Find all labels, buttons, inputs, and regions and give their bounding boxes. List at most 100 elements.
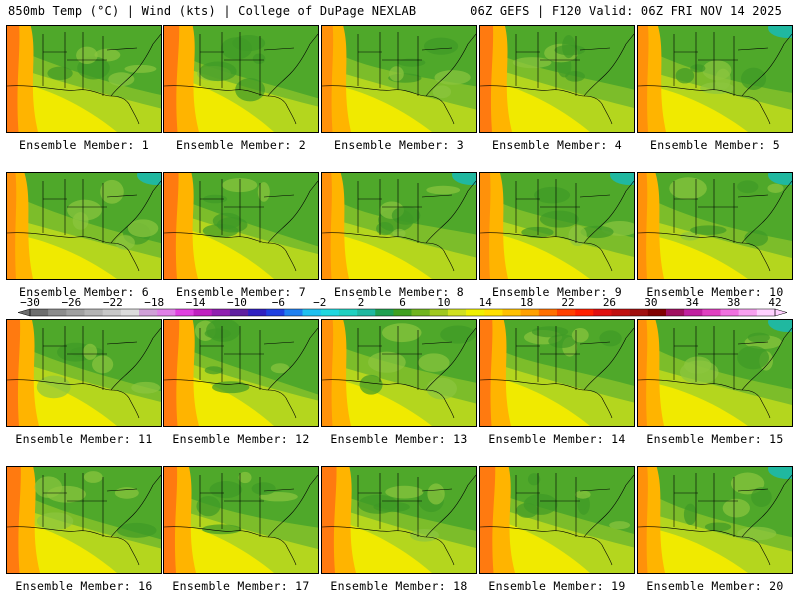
colorbar-swatch: [611, 309, 630, 316]
colorbar-tick-label: −6: [272, 296, 285, 309]
colorbar-swatch: [375, 309, 394, 316]
colorbar-swatch: [720, 309, 739, 316]
colorbar-swatch: [447, 309, 467, 316]
colorbar-swatch: [647, 309, 667, 316]
temperature-map: [637, 466, 793, 574]
colorbar-swatch: [629, 309, 649, 316]
colorbar-swatch: [193, 309, 213, 316]
temperature-map: [6, 466, 162, 574]
colorbar-swatch: [520, 309, 540, 316]
colorbar-swatch: [756, 309, 776, 316]
colorbar-tick-label: −30: [20, 296, 40, 309]
colorbar-swatch: [665, 309, 685, 316]
colorbar-swatch: [211, 309, 231, 316]
map-graphic: [164, 320, 318, 426]
colorbar-swatch: [30, 309, 49, 316]
temperature-map: [637, 25, 793, 133]
ensemble-member-label: Ensemble Member: 13: [330, 432, 468, 446]
colorbar-swatch: [120, 309, 140, 316]
temperature-map: [479, 466, 635, 574]
colorbar-tick-label: 30: [644, 296, 657, 309]
colorbar-min-arrow: [17, 308, 31, 317]
colorbar-tick-label: −14: [186, 296, 206, 309]
colorbar-swatch: [575, 309, 594, 316]
map-graphic: [7, 320, 161, 426]
ensemble-member-label: Ensemble Member: 20: [646, 579, 784, 593]
map-graphic: [164, 467, 318, 573]
colorbar-swatch: [502, 309, 521, 316]
ensemble-panel: Ensemble Member: 7: [163, 172, 319, 299]
map-graphic: [480, 467, 634, 573]
colorbar-swatch: [302, 309, 322, 316]
temperature-map: [321, 319, 477, 427]
ensemble-member-label: Ensemble Member: 3: [333, 138, 465, 152]
map-graphic: [480, 173, 634, 279]
temperature-map: [163, 172, 319, 280]
colorbar-swatch: [139, 309, 158, 316]
colorbar-swatch: [266, 309, 285, 316]
map-graphic: [7, 26, 161, 132]
map-graphic: [322, 26, 476, 132]
ensemble-member-label: Ensemble Member: 7: [175, 285, 307, 299]
temperature-map: [163, 25, 319, 133]
temperature-map: [479, 172, 635, 280]
temperature-map: [163, 466, 319, 574]
ensemble-member-label: Ensemble Member: 14: [488, 432, 626, 446]
colorbar-tick-label: 42: [768, 296, 781, 309]
colorbar-swatch: [175, 309, 194, 316]
ensemble-member-label: Ensemble Member: 18: [330, 579, 468, 593]
colorbar-tick-label: 38: [727, 296, 740, 309]
ensemble-panel: Ensemble Member: 17: [163, 466, 319, 593]
colorbar-swatch: [48, 309, 67, 316]
temperature-map: [6, 319, 162, 427]
colorbar-swatch: [66, 309, 85, 316]
colorbar-swatch: [102, 309, 122, 316]
ensemble-member-label: Ensemble Member: 12: [172, 432, 310, 446]
colorbar-swatch: [429, 309, 449, 316]
ensemble-member-label: Ensemble Member: 9: [491, 285, 623, 299]
temperature-map: [479, 25, 635, 133]
colorbar-swatch: [484, 309, 503, 316]
colorbar-swatch: [393, 309, 412, 316]
colorbar-swatch: [84, 309, 103, 316]
temperature-map: [479, 319, 635, 427]
map-graphic: [638, 467, 792, 573]
temperature-map: [321, 466, 477, 574]
map-graphic: [638, 26, 792, 132]
colorbar-swatch: [320, 309, 340, 316]
colorbar-tick-label: −22: [103, 296, 123, 309]
colorbar-swatch: [229, 309, 249, 316]
temperature-map: [163, 319, 319, 427]
colorbar-swatch: [411, 309, 431, 316]
colorbar-swatch: [738, 309, 758, 316]
colorbar-tick-label: 14: [479, 296, 493, 309]
ensemble-panel: Ensemble Member: 1: [6, 25, 162, 152]
colorbar-max-arrow: [774, 308, 788, 317]
temperature-map: [321, 25, 477, 133]
ensemble-member-label: Ensemble Member: 8: [333, 285, 465, 299]
header-title: 850mb Temp (°C) | Wind (kts) | College o…: [8, 4, 417, 18]
ensemble-panel: Ensemble Member: 13: [321, 319, 477, 446]
map-graphic: [322, 320, 476, 426]
ensemble-member-label: Ensemble Member: 5: [649, 138, 781, 152]
ensemble-member-label: Ensemble Member: 19: [488, 579, 626, 593]
ensemble-panel: Ensemble Member: 18: [321, 466, 477, 593]
ensemble-member-label: Ensemble Member: 16: [15, 579, 153, 593]
colorbar-swatch: [357, 309, 376, 316]
colorbar-swatch: [556, 309, 576, 316]
colorbar-swatch: [466, 309, 485, 316]
temperature-map: [6, 25, 162, 133]
map-graphic: [164, 26, 318, 132]
colorbar-graphic: −30 −26 −22 −18 −14 −10 −6 −2 2 6 10 14 18 22 26 30 34 38…: [17, 296, 788, 317]
map-graphic: [7, 173, 161, 279]
ensemble-panel: Ensemble Member: 19: [479, 466, 635, 593]
colorbar-tick-label: 6: [399, 296, 406, 309]
temperature-map: [637, 172, 793, 280]
map-graphic: [322, 173, 476, 279]
map-graphic: [638, 173, 792, 279]
map-graphic: [480, 26, 634, 132]
colorbar-tick-label: −2: [313, 296, 326, 309]
colorbar-tick-label: 18: [520, 296, 533, 309]
ensemble-member-label: Ensemble Member: 6: [18, 285, 150, 299]
ensemble-panel: Ensemble Member: 2: [163, 25, 319, 152]
